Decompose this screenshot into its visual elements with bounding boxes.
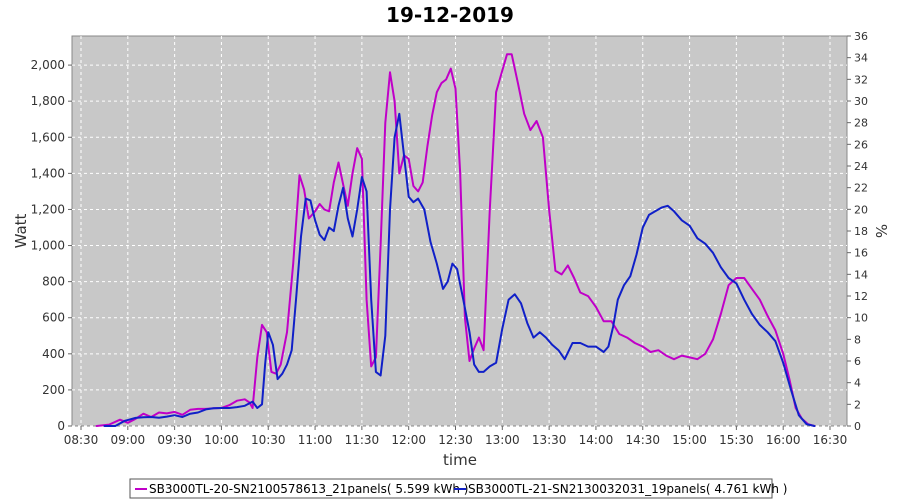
- grid: [72, 36, 847, 427]
- y2-tick-label: 12: [854, 290, 868, 303]
- x-tick-label: 11:00: [298, 433, 333, 447]
- legend-label-1: SB3000TL-20-SN2100578613_21panels( 5.599…: [149, 482, 468, 496]
- x-axis-ticks: 08:30 09:00 09:30 10:00 10:30 11:00 11:30 12:00…: [64, 426, 848, 447]
- x-tick-label: 15:30: [719, 433, 754, 447]
- series-line-2: [103, 112, 816, 427]
- y2-tick-label: 10: [854, 312, 868, 325]
- y2-tick-label: 26: [854, 138, 868, 151]
- x-tick-label: 13:30: [532, 433, 567, 447]
- y-tick-label: 1,800: [31, 94, 65, 108]
- y2-tick-label: 2: [854, 398, 861, 411]
- y2-tick-label: 0: [854, 420, 861, 433]
- legend-box: [129, 478, 773, 499]
- x-axis-label: time: [443, 451, 477, 469]
- x-tick-label: 08:30: [64, 433, 99, 447]
- x-tick-label: 12:00: [391, 433, 426, 447]
- y-tick-label: 2,000: [31, 58, 65, 72]
- y2-tick-label: 22: [854, 182, 868, 195]
- y2-axis-label: %: [872, 224, 890, 238]
- y-axis-label: Watt: [12, 213, 30, 248]
- x-tick-label: 14:00: [579, 433, 614, 447]
- y-tick-label: 400: [42, 347, 65, 361]
- plot-area: [71, 35, 848, 427]
- y-tick-label: 800: [42, 275, 65, 289]
- y-tick-label: 1,200: [31, 202, 65, 216]
- y-tick-label: 200: [42, 383, 65, 397]
- y2-tick-label: 24: [854, 160, 868, 173]
- x-tick-label: 11:30: [345, 433, 380, 447]
- y-axis-ticks: 0 200 400 600 800 1,000 1,200 1,400 1,600 1,800 2,…: [31, 58, 72, 433]
- y2-tick-label: 34: [854, 52, 868, 65]
- x-tick-label: 12:30: [438, 433, 473, 447]
- x-tick-label: 16:00: [766, 433, 801, 447]
- x-tick-label: 15:00: [672, 433, 707, 447]
- legend: SB3000TL-20-SN2100578613_21panels( 5.599…: [129, 478, 787, 499]
- y2-tick-label: 28: [854, 117, 868, 130]
- legend-label-2: SB3000TL-21-SN2130032031_19panels( 4.761…: [468, 482, 787, 496]
- x-tick-label: 09:30: [157, 433, 192, 447]
- y2-tick-label: 20: [854, 203, 868, 216]
- y2-tick-label: 36: [854, 30, 868, 43]
- y-tick-label: 1,400: [31, 166, 65, 180]
- x-tick-label: 14:30: [625, 433, 660, 447]
- y2-tick-label: 18: [854, 225, 868, 238]
- y2-tick-label: 14: [854, 268, 868, 281]
- x-tick-label: 16:30: [813, 433, 848, 447]
- y2-tick-label: 4: [854, 377, 861, 390]
- series-lines: [95, 53, 816, 427]
- y-tick-label: 600: [42, 311, 65, 325]
- y2-tick-label: 32: [854, 73, 868, 86]
- y2-tick-label: 8: [854, 333, 861, 346]
- y2-tick-label: 16: [854, 247, 868, 260]
- x-tick-label: 09:00: [111, 433, 146, 447]
- y2-tick-label: 30: [854, 95, 868, 108]
- y-tick-label: 1,600: [31, 130, 65, 144]
- y-tick-label: 0: [57, 419, 65, 433]
- x-tick-label: 10:00: [204, 433, 239, 447]
- x-tick-label: 13:00: [485, 433, 520, 447]
- chart-title: 19-12-2019: [386, 3, 514, 27]
- x-tick-label: 10:30: [251, 433, 286, 447]
- y-tick-label: 1,000: [31, 239, 65, 253]
- y2-tick-label: 6: [854, 355, 861, 368]
